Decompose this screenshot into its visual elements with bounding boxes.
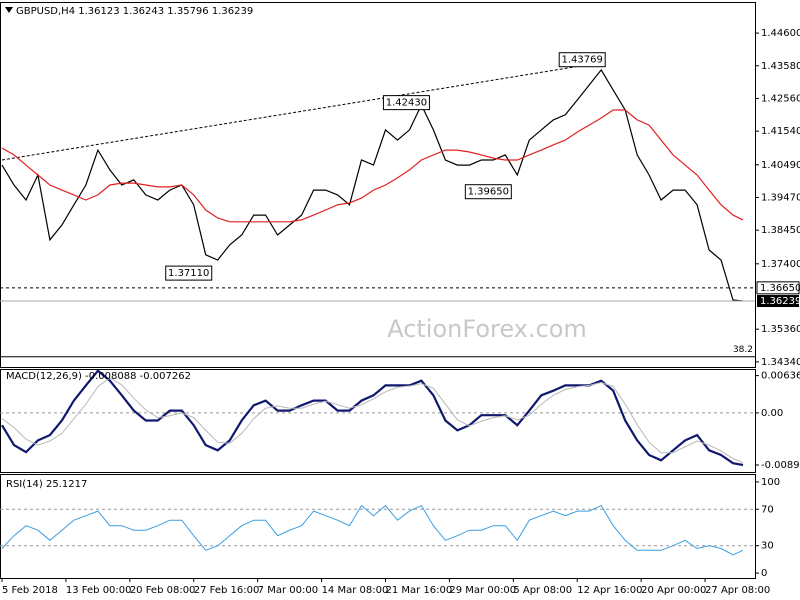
y-tick-label: 0.006368 bbox=[761, 371, 800, 382]
y-tick-label: 70 bbox=[761, 504, 774, 515]
series-line bbox=[1, 504, 744, 556]
watermark: ActionForex.com bbox=[387, 315, 587, 343]
level-label: 1.36650 bbox=[760, 283, 800, 294]
y-tick-label: 1.44600 bbox=[761, 28, 800, 39]
x-tick-label: 27 Apr 08:00 bbox=[705, 585, 770, 596]
y-tick-label: 100 bbox=[761, 477, 780, 488]
menu-icon bbox=[5, 7, 13, 13]
x-tick-label: 29 Mar 00:00 bbox=[449, 585, 516, 596]
y-tick-label: 1.41540 bbox=[761, 126, 800, 137]
panel-frame bbox=[0, 474, 756, 579]
trendline bbox=[1, 61, 606, 161]
y-tick-label: 1.37400 bbox=[761, 259, 800, 270]
x-tick-label: 20 Apr 00:00 bbox=[641, 585, 706, 596]
y-tick-label: 1.35360 bbox=[761, 324, 800, 335]
y-tick-label: 0.00 bbox=[761, 408, 783, 419]
x-tick-label: 27 Feb 16:00 bbox=[194, 585, 260, 596]
level-label-box bbox=[756, 281, 800, 295]
annotation-label: 1.43769 bbox=[562, 55, 603, 66]
annotation-box bbox=[464, 184, 512, 200]
y-tick-label: 1.43580 bbox=[761, 61, 800, 72]
y-tick-label: 1.42560 bbox=[761, 93, 800, 104]
panel-title: RSI(14) 25.1217 bbox=[6, 479, 87, 490]
panel-frame bbox=[0, 2, 756, 368]
y-tick-label: 1.38450 bbox=[761, 225, 800, 236]
last-price-box bbox=[757, 295, 799, 308]
annotation-box bbox=[558, 52, 606, 68]
annotation-box bbox=[382, 95, 430, 111]
fib-label: 38.2 bbox=[733, 345, 753, 355]
y-tick-label: 1.40490 bbox=[761, 160, 800, 171]
y-tick-label: 30 bbox=[761, 541, 774, 552]
y-tick-label: 0 bbox=[761, 568, 767, 579]
panel-title: GBPUSD,H4 1.36123 1.36243 1.35796 1.3623… bbox=[16, 6, 253, 17]
series-line bbox=[1, 109, 744, 223]
x-tick-label: 13 Feb 00:00 bbox=[66, 585, 132, 596]
y-tick-label: 1.34340 bbox=[761, 357, 800, 368]
annotation-label: 1.39650 bbox=[468, 187, 509, 198]
last-price-label: 1.36239 bbox=[760, 296, 800, 307]
panel-frame bbox=[0, 369, 756, 473]
x-tick-label: 7 Mar 00:00 bbox=[258, 585, 318, 596]
x-tick-label: 5 Feb 2018 bbox=[2, 585, 58, 596]
series-line bbox=[1, 369, 744, 467]
panel-title: MACD(12,26,9) -0.008088 -0.007262 bbox=[6, 371, 191, 382]
annotation-box bbox=[165, 265, 213, 281]
x-tick-label: 5 Apr 08:00 bbox=[513, 585, 572, 596]
x-tick-label: 14 Mar 08:00 bbox=[322, 585, 389, 596]
y-tick-label: -0.008903 bbox=[761, 460, 800, 471]
series-line bbox=[1, 377, 744, 464]
x-tick-label: 20 Feb 08:00 bbox=[130, 585, 196, 596]
annotation-label: 1.42430 bbox=[386, 98, 427, 109]
x-tick-label: 12 Apr 16:00 bbox=[577, 585, 642, 596]
annotation-label: 1.37110 bbox=[168, 268, 209, 279]
y-tick-label: 1.39470 bbox=[761, 192, 800, 203]
x-tick-label: 21 Mar 16:00 bbox=[385, 585, 452, 596]
